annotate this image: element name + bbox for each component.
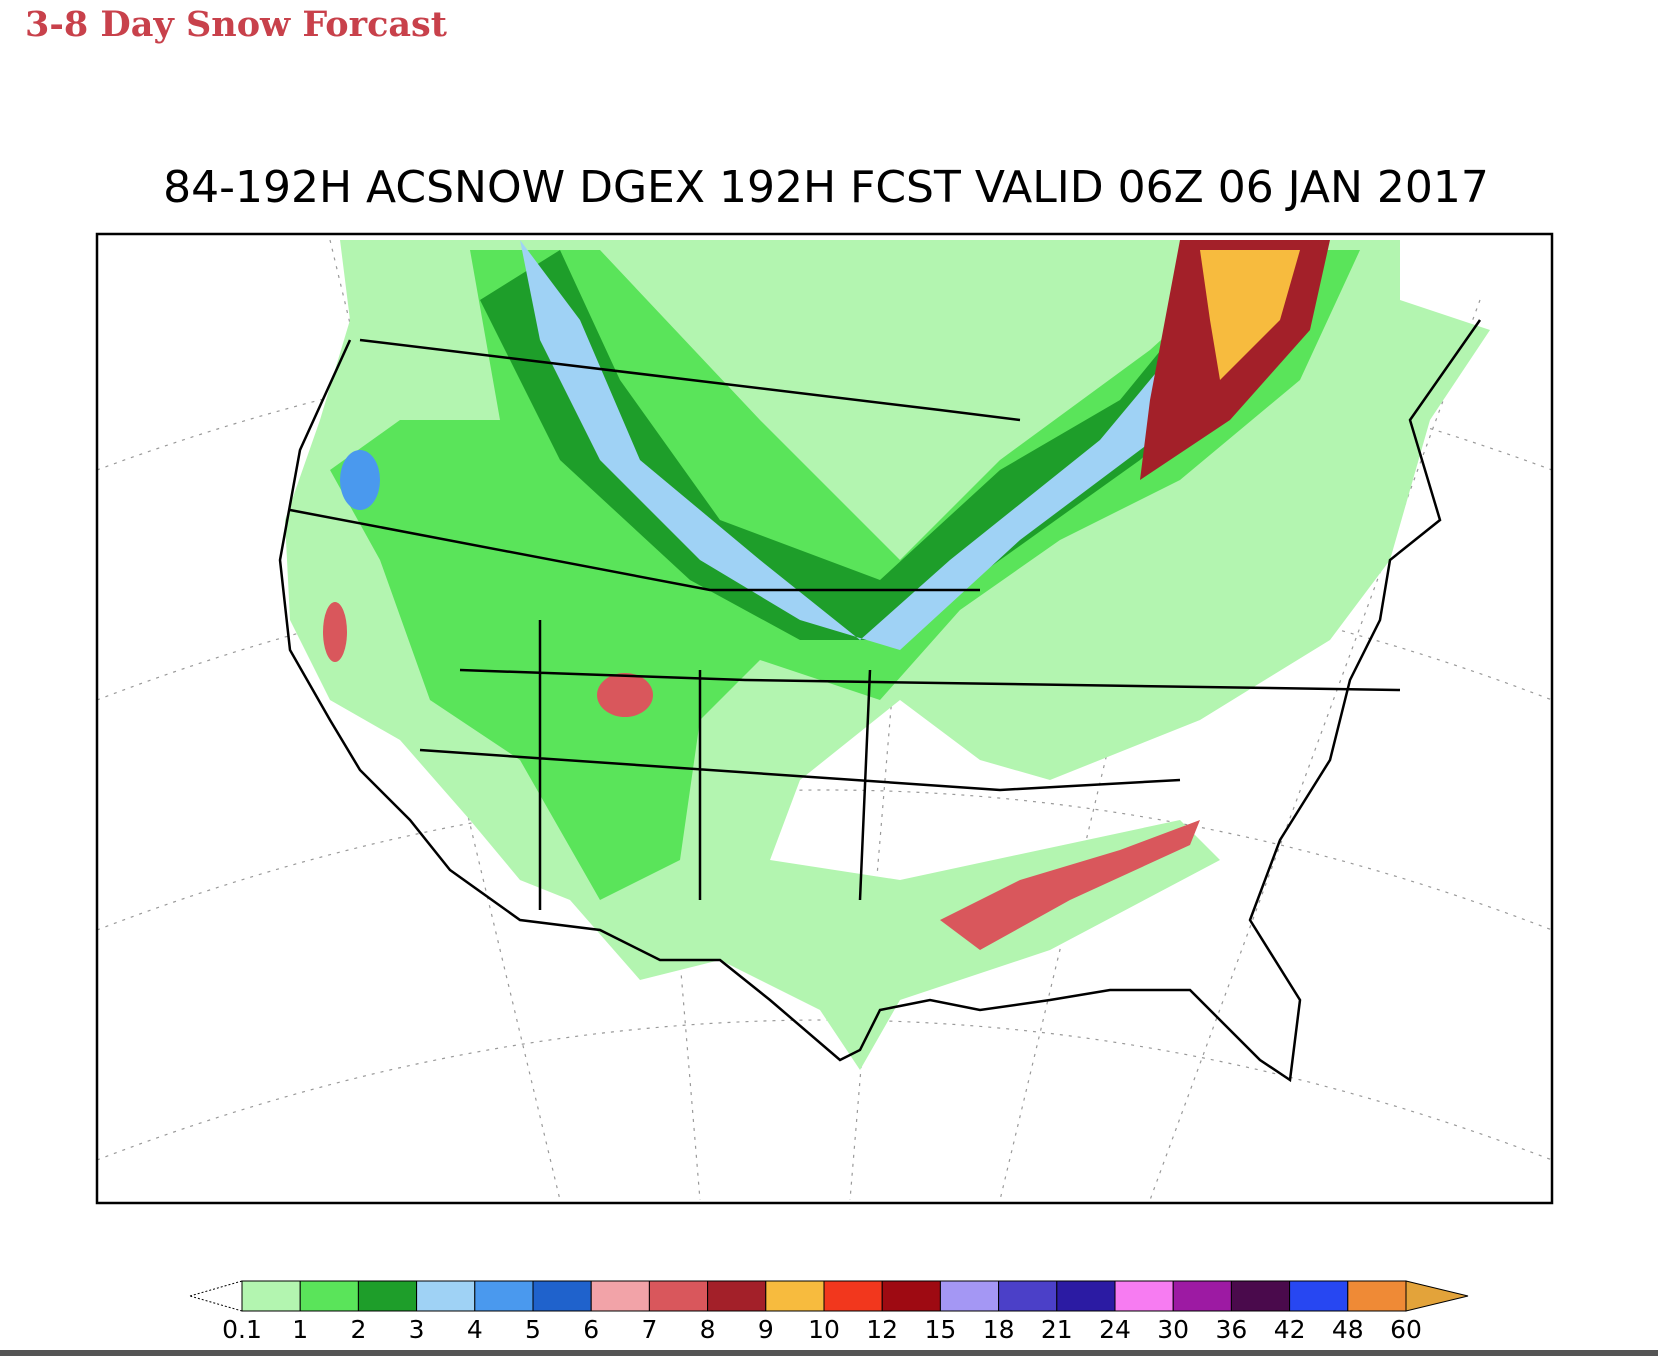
graticule — [96, 789, 1553, 931]
snow-field — [340, 450, 380, 510]
legend-swatch — [1172, 1280, 1232, 1312]
graticule — [1149, 299, 1481, 1201]
legend-swatch — [881, 1280, 941, 1312]
legend-label: 2 — [350, 1315, 366, 1344]
legend-swatch — [707, 1280, 767, 1312]
legend-swatch — [823, 1280, 883, 1312]
legend-swatch — [241, 1280, 301, 1312]
snow-field — [480, 250, 1280, 640]
page-edge — [0, 1350, 1658, 1356]
outline — [289, 338, 1401, 910]
legend-swatch — [998, 1280, 1058, 1312]
legend-label: 42 — [1274, 1315, 1306, 1344]
legend-label: 1 — [292, 1315, 308, 1344]
legend: 0.1 1 2 3 4 5 6 7 8 9 10 12 15 18 21 24 30 36 42 48 60 — [188, 1280, 1469, 1344]
legend-label: 60 — [1390, 1315, 1422, 1344]
legend-label: 10 — [808, 1315, 840, 1344]
legend-swatch — [1347, 1280, 1407, 1312]
legend-swatch — [474, 1280, 534, 1312]
legend-label: 30 — [1157, 1315, 1189, 1344]
legend-swatch — [357, 1280, 418, 1312]
legend-high-arrow — [1405, 1280, 1469, 1312]
legend-label: 5 — [525, 1315, 541, 1344]
legend-swatch — [1056, 1280, 1116, 1312]
legend-label: 15 — [924, 1315, 956, 1344]
legend-swatch — [416, 1280, 476, 1312]
legend-low-arrow — [188, 1280, 243, 1312]
legend-label: 7 — [641, 1315, 657, 1344]
legend-label: 8 — [700, 1315, 716, 1344]
graticule — [619, 239, 701, 1201]
legend-label: 6 — [583, 1315, 599, 1344]
snow-field — [323, 602, 347, 662]
snow-field — [940, 820, 1200, 950]
snow-field — [1200, 250, 1300, 380]
legend-label: 18 — [983, 1315, 1015, 1344]
legend-swatch — [590, 1280, 650, 1312]
legend-label: 24 — [1099, 1315, 1131, 1344]
legend-swatch — [532, 1280, 592, 1312]
outline — [278, 319, 1482, 1083]
snow-field — [520, 240, 1250, 650]
legend-label: 0.1 — [222, 1315, 262, 1344]
legend-label: 36 — [1215, 1315, 1247, 1344]
legend-label: 12 — [866, 1315, 898, 1344]
legend-swatch — [299, 1280, 359, 1312]
legend-swatch — [648, 1280, 709, 1312]
legend-label: 21 — [1041, 1315, 1073, 1344]
map-title: 84-192H ACSNOW DGEX 192H FCST VALID 06Z … — [163, 162, 1489, 213]
legend-swatch — [1289, 1280, 1349, 1312]
legend-label: 9 — [758, 1315, 774, 1344]
page-title: 3-8 Day Snow Forcast — [25, 4, 447, 45]
legend-label: 3 — [409, 1315, 425, 1344]
legend-label: 4 — [467, 1315, 483, 1344]
legend-swatch — [939, 1280, 1000, 1312]
legend-label: 48 — [1332, 1315, 1364, 1344]
legend-swatch — [1230, 1280, 1291, 1312]
legend-swatch — [765, 1280, 825, 1312]
map-frame — [95, 232, 1554, 1205]
legend-swatch — [1114, 1280, 1174, 1312]
graticule — [96, 1019, 1553, 1161]
snow-field — [597, 673, 653, 717]
map-area — [95, 232, 1554, 1205]
